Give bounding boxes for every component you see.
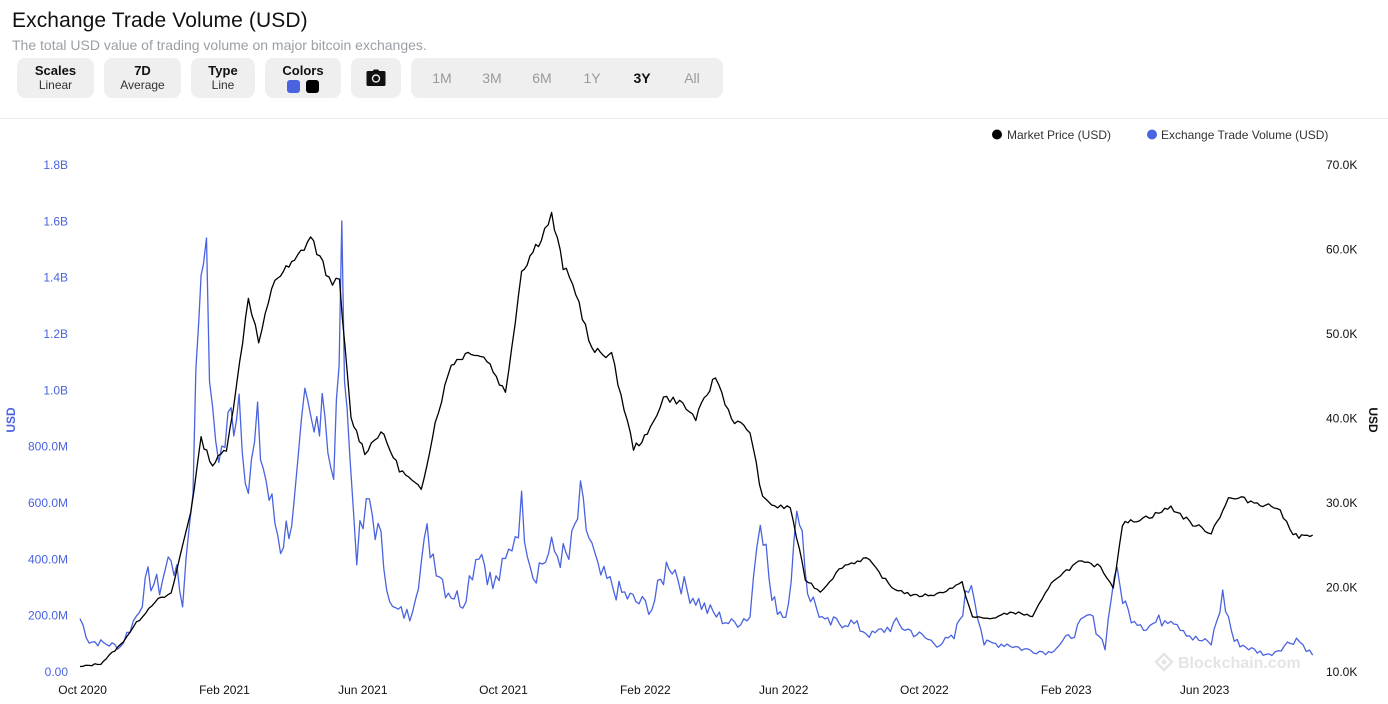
y-right-tick-label: 50.0K <box>1326 327 1357 341</box>
y-left-tick-label: 0.00 <box>45 665 69 679</box>
watermark: Blockchain.com <box>1154 652 1301 672</box>
y-right-tick-label: 30.0K <box>1326 496 1357 510</box>
y-axis-right-title: USD <box>1366 407 1380 433</box>
x-tick-label: Feb 2021 <box>199 683 250 697</box>
scales-label: Scales <box>34 63 77 78</box>
y-left-tick-label: 600.0M <box>28 496 68 510</box>
type-value: Line <box>211 78 235 92</box>
x-tick-label: Feb 2023 <box>1041 683 1092 697</box>
scales-value: Linear <box>38 78 73 92</box>
range-1y[interactable]: 1Y <box>583 70 601 86</box>
chart-toolbar: Scales Linear 7D Average Type Line Color… <box>17 58 723 98</box>
x-tick-label: Oct 2021 <box>479 683 528 697</box>
type-button[interactable]: Type Line <box>191 58 255 98</box>
page-title: Exchange Trade Volume (USD) <box>12 9 308 32</box>
y-left-tick-label: 1.8B <box>43 158 68 172</box>
y-right-tick-label: 40.0K <box>1326 412 1357 426</box>
series-line-price <box>79 211 1313 668</box>
average-button[interactable]: 7D Average <box>104 58 181 98</box>
chart-legend: Market Price (USD) Exchange Trade Volume… <box>992 128 1328 142</box>
y-right-tick-label: 60.0K <box>1326 243 1357 257</box>
x-tick-label: Oct 2022 <box>900 683 949 697</box>
y-axis-left-title: USD <box>4 407 18 433</box>
y-axis-right: 10.0K 20.0K 30.0K 40.0K 50.0K 60.0K 70.0K <box>1326 158 1357 679</box>
y-left-tick-label: 1.4B <box>43 271 68 285</box>
x-tick-label: Jun 2023 <box>1180 683 1230 697</box>
type-label: Type <box>208 63 238 78</box>
x-tick-label: Feb 2022 <box>620 683 671 697</box>
range-3m[interactable]: 3M <box>482 70 502 86</box>
color-swatch-volume[interactable] <box>287 80 300 93</box>
watermark-text: Blockchain.com <box>1178 655 1301 672</box>
legend-label-price[interactable]: Market Price (USD) <box>1007 128 1111 142</box>
range-3y[interactable]: 3Y <box>633 70 651 86</box>
colors-button[interactable]: Colors <box>265 58 341 98</box>
scales-button[interactable]: Scales Linear <box>17 58 94 98</box>
color-swatch-price[interactable] <box>306 80 319 93</box>
colors-label: Colors <box>282 63 324 78</box>
legend-marker-price <box>992 129 1002 140</box>
page-subtitle: The total USD value of trading volume on… <box>12 37 427 53</box>
range-all[interactable]: All <box>684 70 700 86</box>
average-label: 7D <box>134 63 151 78</box>
y-right-tick-label: 70.0K <box>1326 158 1357 172</box>
y-left-tick-label: 1.6B <box>43 214 68 228</box>
camera-icon <box>366 69 386 86</box>
series-group <box>79 211 1314 668</box>
y-axis-left: 0.00 200.0M 400.0M 600.0M 800.0M 1.0B 1.2B 1.4B… <box>28 158 68 679</box>
x-tick-label: Oct 2020 <box>58 683 107 697</box>
y-left-tick-label: 400.0M <box>28 552 68 566</box>
y-right-tick-label: 10.0K <box>1326 665 1357 679</box>
time-range-selector: 1M 3M 6M 1Y 3Y All <box>411 58 723 98</box>
legend-label-volume[interactable]: Exchange Trade Volume (USD) <box>1161 128 1328 142</box>
y-right-tick-label: 20.0K <box>1326 581 1357 595</box>
x-tick-label: Jun 2021 <box>338 683 388 697</box>
screenshot-button[interactable] <box>351 58 401 98</box>
x-axis: Oct 2020 Feb 2021 Jun 2021 Oct 2021 Feb 2022… <box>58 683 1229 697</box>
legend-marker-volume <box>1147 129 1157 140</box>
y-left-tick-label: 200.0M <box>28 609 68 623</box>
average-value: Average <box>120 78 165 92</box>
header-divider <box>0 118 1388 119</box>
range-6m[interactable]: 6M <box>532 70 552 86</box>
x-tick-label: Jun 2022 <box>759 683 809 697</box>
y-left-tick-label: 800.0M <box>28 440 68 454</box>
y-left-tick-label: 1.0B <box>43 383 68 397</box>
series-line-volume <box>79 220 1314 657</box>
y-left-tick-label: 1.2B <box>43 327 68 341</box>
blockchain-logo-icon <box>1154 652 1174 672</box>
range-1m[interactable]: 1M <box>432 70 452 86</box>
